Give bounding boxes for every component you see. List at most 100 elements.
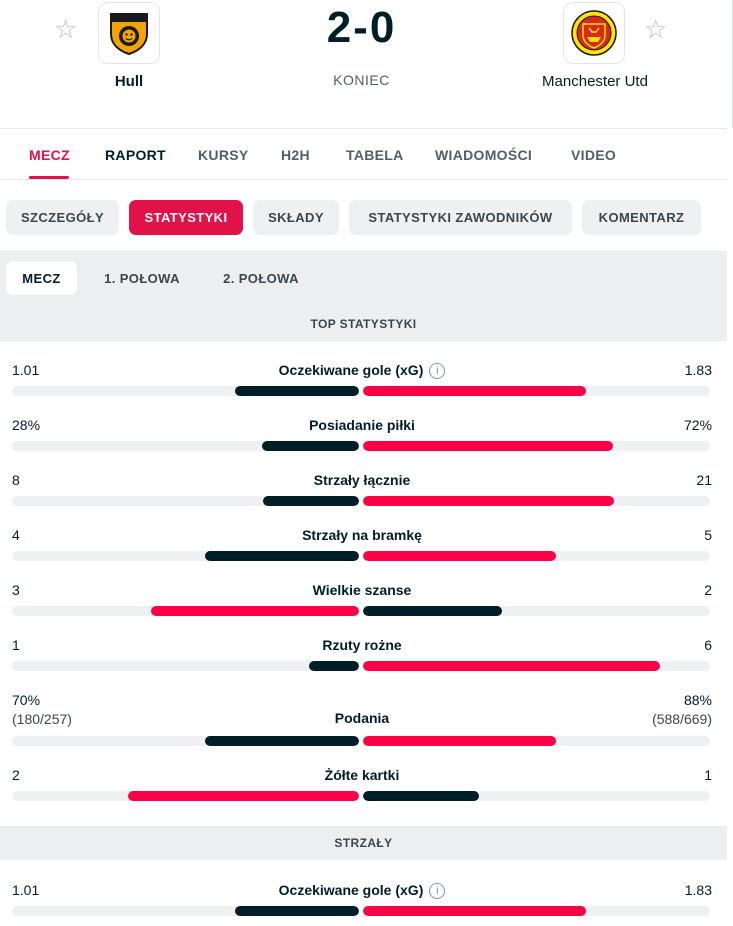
stat-away-bar [363, 551, 556, 561]
stat-home-bar-track [12, 386, 359, 396]
stat-away-bar [363, 906, 586, 916]
tab-h2h[interactable]: H2H [281, 147, 310, 163]
match-score: 2-0 [326, 3, 397, 52]
stat-away-bar [363, 791, 479, 801]
tab-wiadomosci[interactable]: WIADOMOŚCI [435, 147, 533, 163]
stat-away-bar-track [363, 496, 710, 506]
stat-home-value: 1.01 [12, 882, 40, 898]
stat-label-text: Wielkie szanse [312, 582, 412, 598]
tab-video[interactable]: VIDEO [571, 147, 617, 163]
hull-city-crest-icon [110, 13, 148, 56]
subtab-statystyki-zawodnikow[interactable]: STATYSTYKI ZAWODNIKÓW [349, 200, 572, 235]
stat-label-text: Oczekiwane gole (xG) [278, 882, 424, 898]
stat-home-bar-track [12, 496, 359, 506]
tab-kursy[interactable]: KURSY [198, 147, 249, 163]
match-status: KONIEC [333, 72, 390, 88]
stat-label: Strzały łącznie [12, 472, 712, 488]
stat-home-bar [235, 386, 359, 396]
stat-row: 1 6 Rzuty rożne [12, 637, 712, 679]
home-team-name[interactable]: Hull [114, 73, 144, 90]
tab-tabela[interactable]: TABELA [346, 147, 404, 163]
stat-home-bar-track [12, 606, 359, 616]
stat-row: 2 1 Żółte kartki [12, 767, 712, 809]
stat-away-value: 2 [704, 582, 712, 598]
active-tab-indicator [29, 176, 69, 179]
stat-home-value: 70% [12, 692, 41, 708]
stat-home-bar [205, 551, 359, 561]
stat-away-value: 6 [704, 637, 712, 653]
stat-away-bar [363, 661, 660, 671]
away-favorite-star-icon[interactable]: ☆ [644, 14, 668, 44]
stat-home-bar [235, 906, 359, 916]
stat-home-value: 1 [12, 637, 20, 653]
stat-away-value: 1.83 [684, 882, 712, 898]
period-first-half[interactable]: 1. POŁOWA [104, 270, 180, 286]
away-team-logo[interactable] [563, 2, 625, 64]
stat-label-text: Oczekiwane gole (xG) [278, 362, 424, 378]
match-header: ☆ Hull 2-0 KONIEC Manchester Utd ☆ [0, 0, 733, 128]
stat-away-detail: (588/669) [652, 711, 712, 727]
away-team-name[interactable]: Manchester Utd [542, 73, 648, 90]
section-header-shots: STRZAŁY [0, 826, 727, 860]
tab-mecz[interactable]: MECZ [29, 147, 70, 163]
stat-home-value: 28% [12, 417, 41, 433]
stat-home-bar-track [12, 551, 359, 561]
stat-label-text: Strzały na bramkę [302, 527, 422, 543]
subtab-sklady[interactable]: SKŁADY [253, 200, 339, 235]
stat-label: Rzuty rożne [12, 637, 712, 653]
stat-away-value: 21 [696, 472, 712, 488]
stat-home-bar [263, 496, 359, 506]
stat-home-bar [151, 606, 359, 616]
subtab-komentarz[interactable]: KOMENTARZ [582, 200, 701, 235]
info-circle-icon[interactable]: i [429, 883, 446, 899]
stat-away-bar-track [363, 791, 710, 801]
stat-away-bar-track [363, 606, 710, 616]
stat-away-bar-track [363, 661, 710, 671]
stat-label-text: Strzały łącznie [313, 472, 411, 488]
stat-label: Żółte kartki [12, 767, 712, 783]
stat-home-bar-track [12, 736, 359, 746]
stat-label: Oczekiwane gole (xG) i [12, 882, 712, 899]
tab-raport[interactable]: RAPORT [105, 147, 166, 163]
stat-home-bar-track [12, 441, 359, 451]
stat-home-value: 8 [12, 472, 20, 488]
stat-home-value: 1.01 [12, 362, 40, 378]
home-team-logo[interactable] [98, 2, 160, 64]
stat-label: Strzały na bramkę [12, 527, 712, 543]
stat-label-text: Żółte kartki [324, 767, 400, 783]
stat-away-bar-track [363, 906, 710, 916]
stat-label: Posiadanie piłki [12, 417, 712, 433]
stat-away-bar-track [363, 551, 710, 561]
stat-home-bar-track [12, 661, 359, 671]
stat-home-bar [262, 441, 359, 451]
info-circle-icon[interactable]: i [429, 363, 446, 379]
stat-home-value: 3 [12, 582, 20, 598]
period-mecz[interactable]: MECZ [6, 261, 77, 295]
stat-away-bar [363, 496, 614, 506]
stat-away-bar [363, 386, 586, 396]
stat-row: 4 5 Strzały na bramkę [12, 527, 712, 569]
stat-home-value: 2 [12, 767, 20, 783]
stat-label-text: Rzuty rożne [322, 637, 402, 653]
stat-row: 28% 72% Posiadanie piłki [12, 417, 712, 459]
stat-away-bar [363, 736, 556, 746]
stat-label: Podania [12, 710, 712, 726]
stat-away-bar [363, 606, 502, 616]
stat-home-bar [128, 791, 359, 801]
home-favorite-star-icon[interactable]: ☆ [54, 14, 78, 44]
stat-home-bar-track [12, 906, 359, 916]
detail-subtabs: SZCZEGÓŁY STATYSTYKI SKŁADY STATYSTYKI Z… [0, 200, 733, 236]
stat-away-value: 5 [704, 527, 712, 543]
stat-away-value: 88% [683, 692, 712, 708]
stat-row: 70% 88% (180/257) (588/669) Podania [12, 692, 712, 746]
stat-row: 1.01 1.83 Oczekiwane gole (xG) i [12, 362, 712, 404]
stat-home-detail: (180/257) [12, 711, 72, 727]
stat-row: 8 21 Strzały łącznie [12, 472, 712, 514]
stat-home-bar-track [12, 791, 359, 801]
stat-label-text: Podania [334, 710, 390, 726]
subtab-statystyki[interactable]: STATYSTYKI [129, 200, 243, 235]
stat-row: 3 2 Wielkie szanse [12, 582, 712, 624]
period-second-half[interactable]: 2. POŁOWA [223, 270, 299, 286]
stat-away-value: 1 [704, 767, 712, 783]
subtab-szczegoly[interactable]: SZCZEGÓŁY [6, 200, 119, 235]
